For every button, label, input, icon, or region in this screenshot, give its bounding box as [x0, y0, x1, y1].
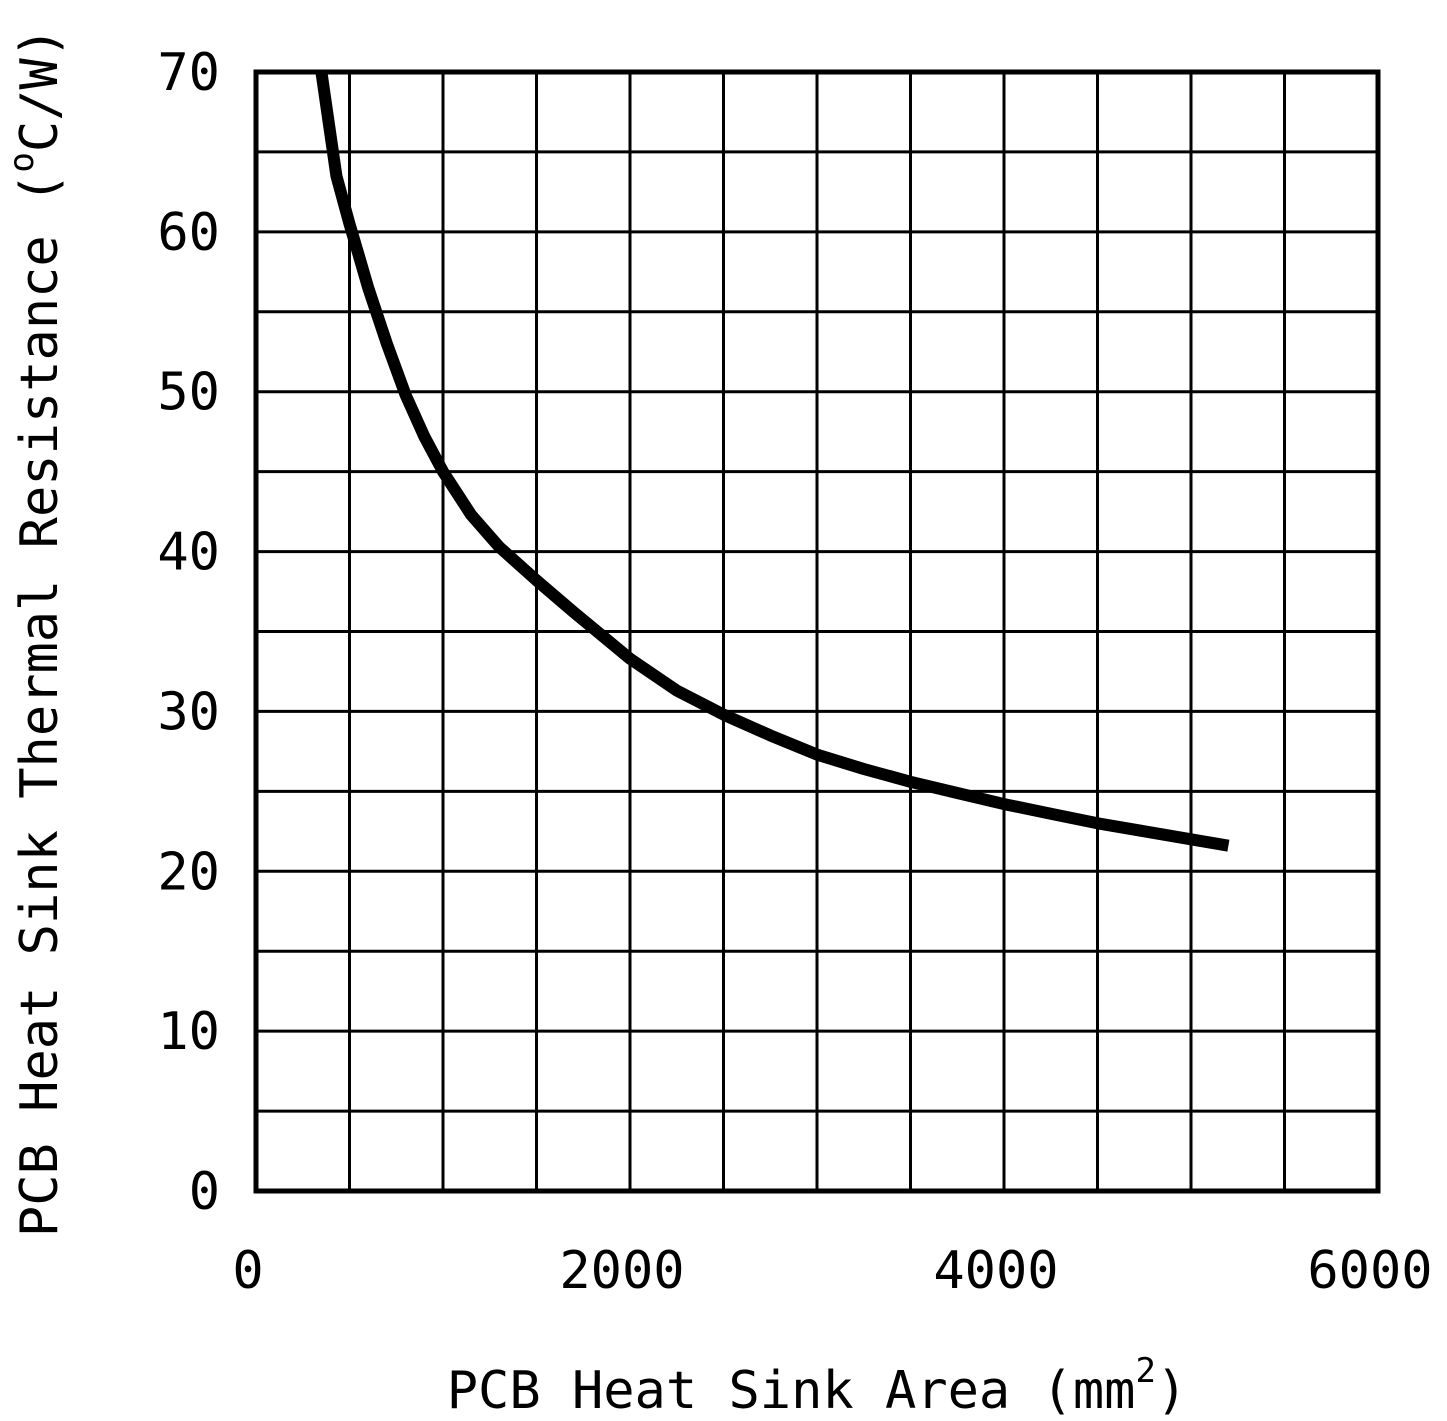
y-tick-label: 50 — [157, 363, 220, 423]
y-axis-label: PCB Heat Sink Thermal Resistance (oC/W) — [2, 27, 70, 1237]
x-tick-label: 2000 — [559, 1241, 684, 1301]
chart-grid — [256, 72, 1378, 1191]
series-line-thermal-resistance — [315, 71, 1230, 852]
y-tick-label: 40 — [157, 523, 220, 583]
y-tick-label: 30 — [157, 682, 220, 742]
plot-frame — [253, 69, 1381, 1194]
y-tick-label: 60 — [157, 203, 220, 263]
y-tick-label: 20 — [157, 842, 220, 902]
y-tick-labels: 0 10 20 30 40 50 60 70 — [157, 43, 220, 1222]
x-tick-label: 4000 — [933, 1241, 1058, 1301]
y-tick-label: 0 — [189, 1162, 220, 1222]
x-tick-label: 6000 — [1307, 1241, 1432, 1301]
x-tick-labels: 0 2000 4000 6000 — [232, 1241, 1432, 1301]
y-tick-label: 70 — [157, 43, 220, 103]
x-tick-label: 0 — [232, 1241, 263, 1301]
y-tick-label: 10 — [157, 1002, 220, 1062]
x-axis-label: PCB Heat Sink Area (mm2) — [447, 1351, 1188, 1421]
